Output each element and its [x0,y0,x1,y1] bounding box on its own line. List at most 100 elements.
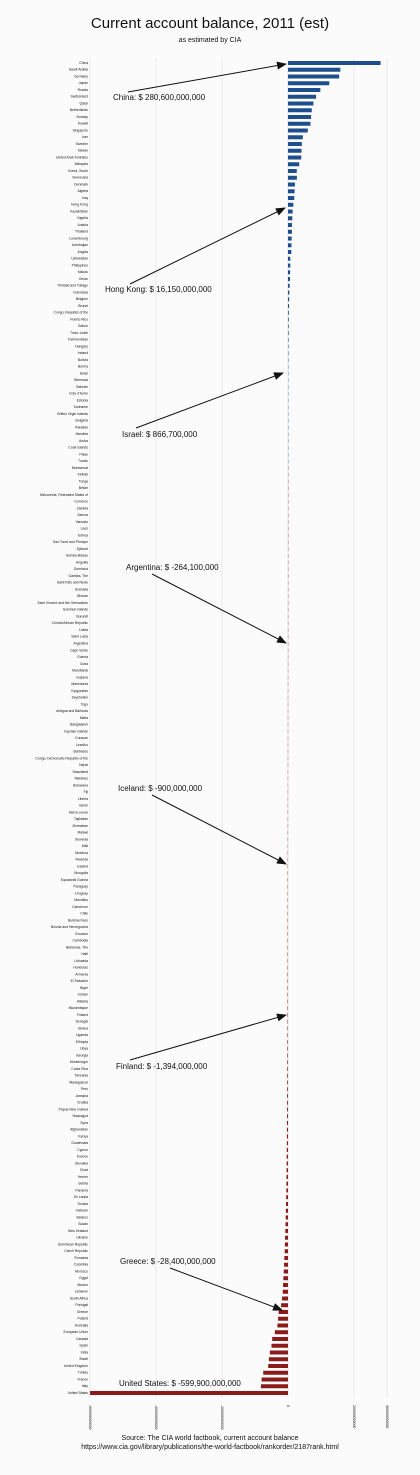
category-label: Niger [80,986,89,990]
category-label: Iceland [77,864,88,868]
category-label: Palau [79,452,88,456]
category-label: Cameroon [72,905,88,909]
bar [286,1209,288,1213]
category-label: Saudi Arabia [69,68,88,72]
bar [282,1296,288,1300]
category-label: Poland [77,1317,88,1321]
category-label: Estonia [77,398,88,402]
x-tick-label: -400000000000 [154,1405,158,1430]
category-label: Malaysia [75,162,88,166]
category-label: Austria [77,223,88,227]
bar [286,1175,288,1179]
category-label: British Virgin Islands [57,412,88,416]
bar [281,1303,288,1307]
category-label: Egypt [79,1276,88,1280]
category-label: Norway [77,115,89,119]
category-label: Portugal [75,1303,88,1307]
category-label: Qatar [80,101,89,105]
category-label: Tajikistan [74,817,88,821]
category-label: Israel [80,371,89,375]
category-label: Central African Republic [52,621,89,625]
category-label: El Salvador [71,979,89,983]
category-label: Japan [79,81,88,85]
bar [283,1276,288,1280]
category-label: Mauritius [74,898,88,902]
bar [287,1033,288,1037]
category-label: Uganda [76,1033,88,1037]
category-label: Burkina Faso [68,918,88,922]
category-label: Curacao [75,736,88,740]
category-label: Burma [78,365,88,369]
bar [288,183,295,187]
bar [287,1168,288,1172]
bar [287,1094,288,1098]
bar [288,176,297,180]
category-label: Libya [80,1047,88,1051]
category-label: Kiribati [78,473,89,477]
category-label: Malawi [77,831,88,835]
bar [272,1337,288,1341]
category-label: Gabon [78,324,88,328]
annotation: Finland: $ -1,394,000,000 [116,1062,208,1071]
category-label: Namibia [76,432,89,436]
category-label: Burundi [76,614,88,618]
bar [270,1350,288,1354]
bar [287,1040,288,1044]
category-label: India [81,1350,88,1354]
category-label: Equatorial Guinea [61,878,88,882]
category-label: Hong Kong [71,203,88,207]
bar [288,237,292,241]
bar [286,1182,288,1186]
category-label: Tuvalu [78,459,88,463]
category-label: Latvia [79,628,88,632]
category-label: China [79,61,88,65]
bar [288,318,289,322]
category-label: Sri Lanka [74,1195,88,1199]
x-tick-label: 0 [286,1405,290,1407]
category-label: France [77,1377,88,1381]
category-label: Bosnia and Herzegovina [51,925,88,929]
bar [288,196,294,200]
category-label: Bahrain [76,385,88,389]
category-label: Finland [77,1013,88,1017]
category-label: Saint Lucia [71,635,88,639]
bar [288,257,290,261]
annotation: Greece: $ -28,400,000,000 [120,1257,216,1266]
category-label: Anguilla [76,560,88,564]
category-label: Panama [75,1188,88,1192]
category-label: Guinea-Bissau [66,554,88,558]
category-label: Solomon Islands [63,608,88,612]
category-label: Bolivia [78,358,88,362]
category-label: Spain [79,1344,88,1348]
category-label: Thailand [75,230,88,234]
category-label: Netherlands [70,108,89,112]
category-label: Hungary [75,344,88,348]
category-label: Mozambique [69,1006,89,1010]
category-label: Switzerland [70,95,88,99]
bar [287,1101,288,1105]
category-label: Micronesia, Federated States of [40,493,88,497]
category-label: Guyana [76,675,88,679]
category-label: Italy [82,1384,89,1388]
category-label: Nepal [79,763,88,767]
annotation-arrow [130,1015,286,1060]
category-label: Guinea [77,655,88,659]
bar [90,1391,288,1395]
bar [288,156,301,160]
category-label: Luxembourg [69,236,88,240]
category-label: Macedonia [71,682,88,686]
bar [287,1141,288,1145]
category-label: Fiji [84,790,89,794]
category-label: Albania [77,999,88,1003]
category-label: Armenia [75,972,88,976]
category-label: Papua New Guinea [59,1107,89,1111]
category-label: Czech Republic [64,1249,88,1253]
bar [288,250,291,254]
category-label: Cape Verde [70,648,88,652]
category-label: United Kingdom [64,1364,88,1368]
category-label: Paraguay [73,885,88,889]
category-label: Brunei [78,304,88,308]
category-label: Comoros [74,500,88,504]
bar [288,324,289,328]
bar [286,1195,288,1199]
